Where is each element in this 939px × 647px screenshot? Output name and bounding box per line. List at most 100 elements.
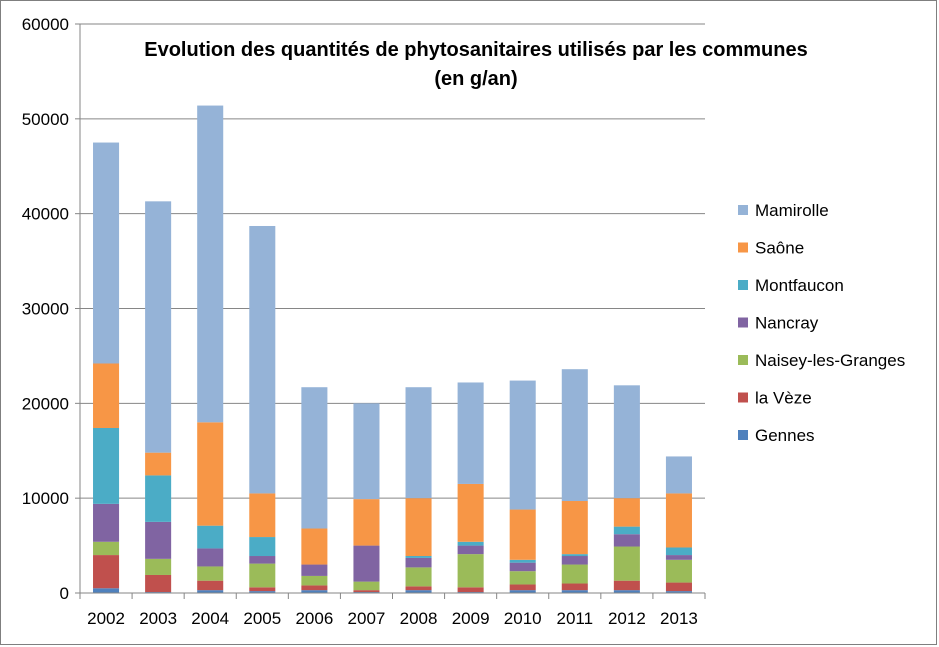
bar-segment bbox=[457, 483, 484, 542]
bar-segment bbox=[665, 456, 692, 494]
bar-segment bbox=[301, 575, 328, 586]
bar-segment bbox=[197, 422, 224, 526]
legend-label: Mamirolle bbox=[755, 201, 829, 220]
x-tick-label: 2006 bbox=[295, 609, 333, 628]
bar-segment bbox=[93, 588, 120, 593]
legend-swatch bbox=[738, 430, 748, 440]
y-tick-label: 0 bbox=[60, 584, 69, 603]
bar-segment bbox=[665, 559, 692, 583]
bar-segment bbox=[93, 503, 120, 542]
legend-swatch bbox=[738, 205, 748, 215]
bar-segment bbox=[249, 537, 276, 557]
bar-segment bbox=[301, 590, 328, 593]
legend-label: Gennes bbox=[755, 426, 815, 445]
bar-segment bbox=[405, 556, 432, 558]
bar-segment bbox=[197, 590, 224, 593]
legend-label: Montfaucon bbox=[755, 276, 844, 295]
bar-segment bbox=[561, 369, 588, 502]
bar-segment bbox=[93, 427, 120, 504]
bar-segment bbox=[145, 558, 172, 575]
bar-segment bbox=[93, 142, 120, 364]
x-tick-label: 2011 bbox=[557, 609, 594, 628]
bar-segment bbox=[145, 452, 172, 476]
legend-swatch bbox=[738, 280, 748, 290]
bar-segment bbox=[197, 566, 224, 581]
bar-segment bbox=[197, 525, 224, 549]
bar-segment bbox=[561, 590, 588, 593]
bar-segment bbox=[353, 403, 380, 500]
chart-title-line-1: Evolution des quantités de phytosanitair… bbox=[144, 39, 808, 61]
bar-segment bbox=[665, 493, 692, 548]
bar-segment bbox=[405, 498, 432, 557]
x-tick-label: 2003 bbox=[139, 609, 177, 628]
bar-segment bbox=[561, 556, 588, 565]
bar-segment bbox=[613, 534, 640, 547]
bar-segment bbox=[613, 526, 640, 535]
bar-segment bbox=[405, 387, 432, 499]
y-tick-label: 20000 bbox=[22, 394, 69, 413]
x-tick-label: 2008 bbox=[400, 609, 438, 628]
bar-segment bbox=[509, 584, 536, 591]
bar-segment bbox=[249, 225, 276, 494]
bar-segment bbox=[405, 557, 432, 568]
bar-segment bbox=[249, 563, 276, 588]
legend-label: Nancray bbox=[755, 314, 819, 333]
bar-segment bbox=[509, 571, 536, 585]
y-tick-label: 60000 bbox=[22, 15, 69, 34]
bar-segment bbox=[613, 580, 640, 591]
x-tick-label: 2007 bbox=[348, 609, 386, 628]
x-tick-label: 2004 bbox=[191, 609, 229, 628]
bar-segment bbox=[197, 105, 224, 423]
bar-segment bbox=[509, 380, 536, 510]
bar-segment bbox=[93, 363, 120, 428]
bar-segment bbox=[509, 509, 536, 560]
bar-segment bbox=[457, 541, 484, 546]
bar-segment bbox=[301, 528, 328, 565]
bar-segment bbox=[249, 556, 276, 564]
bar-segment bbox=[405, 590, 432, 593]
bar-segment bbox=[613, 546, 640, 581]
bar-segment bbox=[665, 555, 692, 560]
bar-segment bbox=[665, 582, 692, 592]
legend-label: la Vèze bbox=[755, 389, 812, 408]
bar-segment bbox=[353, 581, 380, 591]
bar-segment bbox=[665, 591, 692, 593]
chart-title-line-2: (en g/an) bbox=[434, 68, 517, 90]
y-tick-label: 30000 bbox=[22, 300, 69, 319]
bar-segment bbox=[561, 583, 588, 591]
bar-segment bbox=[405, 586, 432, 591]
bar-segment bbox=[353, 590, 380, 593]
bar-segment bbox=[249, 493, 276, 538]
legend-label: Naisey-les-Granges bbox=[755, 351, 905, 370]
bar-segment bbox=[509, 562, 536, 572]
y-tick-label: 40000 bbox=[22, 205, 69, 224]
bar-segment bbox=[561, 554, 588, 557]
bar-segment bbox=[353, 545, 380, 582]
x-tick-label: 2013 bbox=[660, 609, 698, 628]
bar-segment bbox=[145, 475, 172, 522]
bar-segment bbox=[561, 501, 588, 555]
bar-segment bbox=[457, 382, 484, 484]
gridlines bbox=[80, 23, 705, 499]
bars bbox=[93, 105, 692, 593]
bar-segment bbox=[613, 385, 640, 499]
bar-segment bbox=[509, 559, 536, 563]
bar-segment bbox=[301, 564, 328, 576]
bar-segment bbox=[301, 585, 328, 591]
x-tick-label: 2010 bbox=[504, 609, 542, 628]
bar-segment bbox=[457, 545, 484, 555]
bar-segment bbox=[93, 541, 120, 556]
bar-segment bbox=[509, 590, 536, 593]
legend-swatch bbox=[738, 392, 748, 403]
bar-segment bbox=[249, 587, 276, 592]
bar-segment bbox=[613, 498, 640, 527]
x-tick-label: 2005 bbox=[243, 609, 281, 628]
x-tick-label: 2012 bbox=[608, 609, 646, 628]
bar-segment bbox=[405, 567, 432, 587]
y-tick-label: 50000 bbox=[22, 110, 69, 129]
bar-segment bbox=[197, 548, 224, 567]
bar-segment bbox=[145, 201, 172, 453]
bar-segment bbox=[93, 555, 120, 589]
bar-segment bbox=[613, 590, 640, 593]
bar-segment bbox=[665, 547, 692, 556]
